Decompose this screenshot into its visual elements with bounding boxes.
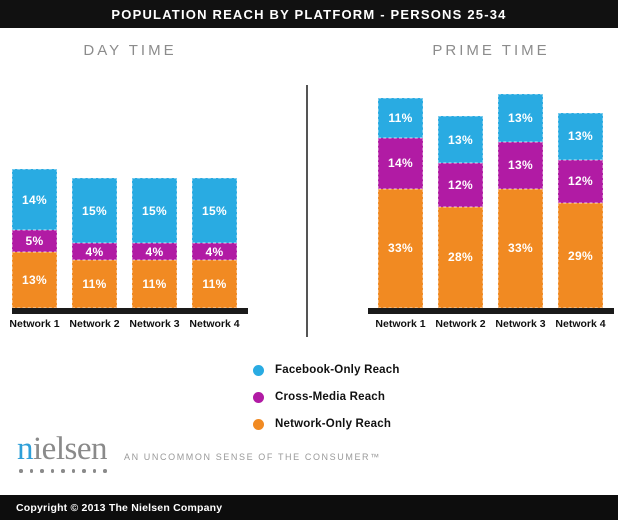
bar-segment-cross_magenta: 5%	[12, 230, 57, 252]
bar-segment-network_orange: 11%	[72, 260, 117, 308]
prime-time-baseline	[368, 308, 614, 314]
segment-value-label: 14%	[388, 156, 413, 171]
bar-segment-facebook_blue: 15%	[132, 178, 177, 244]
segment-value-label: 11%	[202, 277, 227, 292]
segment-value-label: 13%	[508, 158, 533, 173]
segment-value-label: 12%	[568, 174, 593, 189]
stacked-bar-network-4: 13% 12% 29%	[558, 112, 603, 308]
bar-segment-network_orange: 33%	[378, 188, 423, 308]
bar-segment-network_orange: 11%	[132, 260, 177, 308]
category-label: Network 3	[129, 318, 180, 330]
category-label: Network 1	[375, 318, 426, 330]
segment-value-label: 4%	[205, 244, 224, 259]
category-label: Network 2	[435, 318, 486, 330]
nielsen-logo: nielsen	[17, 433, 107, 473]
bar-segment-facebook_blue: 14%	[12, 169, 57, 231]
legend-color-dot-icon	[253, 391, 264, 403]
segment-value-label: 33%	[508, 241, 533, 256]
stacked-bar-network-3: 15% 4% 11%	[132, 178, 177, 308]
day-time-chart: DAY TIME 14% 5% 13% 15% 4% 11% 15% 4% 11% 15% 4% 11…	[9, 0, 248, 340]
segment-value-label: 5%	[25, 233, 44, 248]
bar-segment-cross_magenta: 12%	[558, 159, 603, 204]
segment-value-label: 13%	[568, 129, 593, 144]
segment-value-label: 4%	[85, 244, 104, 259]
bar-segment-facebook_blue: 15%	[72, 178, 117, 244]
segment-value-label: 4%	[145, 244, 164, 259]
legend-color-dot-icon	[253, 364, 264, 376]
day-time-baseline	[12, 308, 248, 314]
segment-value-label: 28%	[448, 250, 473, 265]
tagline: AN UNCOMMON SENSE OF THE CONSUMER™	[124, 452, 381, 462]
day-time-bars: 14% 5% 13% 15% 4% 11% 15% 4% 11% 15% 4% 11%	[12, 0, 237, 308]
segment-value-label: 11%	[82, 277, 107, 292]
title-bar: POPULATION REACH BY PLATFORM - PERSONS 2…	[0, 0, 618, 28]
bar-segment-cross_magenta: 12%	[438, 163, 483, 207]
bar-segment-facebook_blue: 15%	[192, 178, 237, 244]
prime-time-category-labels: Network 1 Network 2 Network 3 Network 4	[375, 318, 606, 330]
bar-segment-network_orange: 33%	[498, 188, 543, 308]
page-title: POPULATION REACH BY PLATFORM - PERSONS 2…	[111, 6, 507, 22]
legend-label: Facebook-Only Reach	[275, 364, 400, 376]
segment-value-label: 15%	[82, 203, 107, 218]
bar-segment-cross_magenta: 4%	[192, 243, 237, 261]
copyright-text: Copyright © 2013 The Nielsen Company	[16, 501, 223, 514]
chart-divider	[306, 85, 308, 337]
category-label: Network 3	[495, 318, 546, 330]
prime-time-bars: 11% 14% 33% 13% 12% 28% 13% 13% 33% 13% 12% 29%	[378, 0, 603, 308]
stacked-bar-network-4: 15% 4% 11%	[192, 178, 237, 308]
category-label: Network 2	[69, 318, 120, 330]
category-label: Network 4	[189, 318, 240, 330]
segment-value-label: 29%	[568, 248, 593, 263]
legend-item-cross-media-reach: Cross-Media Reach	[253, 391, 400, 403]
bar-segment-cross_magenta: 13%	[498, 141, 543, 189]
segment-value-label: 15%	[202, 203, 227, 218]
bar-segment-cross_magenta: 4%	[132, 243, 177, 261]
bar-segment-network_orange: 29%	[558, 203, 603, 308]
segment-value-label: 13%	[508, 110, 533, 125]
category-label: Network 4	[555, 318, 606, 330]
legend-item-facebook-only-reach: Facebook-Only Reach	[253, 364, 400, 376]
legend-color-dot-icon	[253, 418, 264, 430]
legend: Facebook-Only Reach Cross-Media Reach Ne…	[253, 364, 400, 445]
bar-segment-cross_magenta: 14%	[378, 137, 423, 189]
logo-first-letter: n	[17, 431, 34, 467]
stacked-bar-network-2: 13% 12% 28%	[438, 116, 483, 308]
bar-segment-facebook_blue: 13%	[558, 112, 603, 160]
segment-value-label: 11%	[142, 277, 167, 292]
day-time-title: DAY TIME	[83, 42, 177, 59]
segment-value-label: 15%	[142, 203, 167, 218]
stacked-bar-network-2: 15% 4% 11%	[72, 178, 117, 308]
bar-segment-network_orange: 11%	[192, 260, 237, 308]
copyright-bar: Copyright © 2013 The Nielsen Company	[0, 495, 618, 520]
prime-time-title: PRIME TIME	[432, 42, 550, 59]
legend-label: Cross-Media Reach	[275, 391, 386, 403]
day-time-category-labels: Network 1 Network 2 Network 3 Network 4	[9, 318, 240, 330]
logo-rest-letters: ielsen	[33, 431, 107, 467]
segment-value-label: 12%	[448, 177, 473, 192]
category-label: Network 1	[9, 318, 60, 330]
stacked-bar-network-1: 11% 14% 33%	[378, 98, 423, 308]
stacked-bar-network-3: 13% 13% 33%	[498, 94, 543, 308]
bar-segment-cross_magenta: 4%	[72, 243, 117, 261]
segment-value-label: 11%	[388, 110, 413, 125]
bar-segment-facebook_blue: 11%	[378, 98, 423, 138]
bar-segment-facebook_blue: 13%	[438, 116, 483, 164]
segment-value-label: 13%	[22, 272, 47, 287]
logo-dots-icon	[19, 469, 107, 473]
segment-value-label: 33%	[388, 241, 413, 256]
prime-time-chart: PRIME TIME 11% 14% 33% 13% 12% 28% 13% 13% 33% 13…	[368, 0, 614, 340]
segment-value-label: 13%	[448, 132, 473, 147]
bar-segment-facebook_blue: 13%	[498, 94, 543, 142]
bar-segment-network_orange: 13%	[12, 251, 57, 308]
segment-value-label: 14%	[22, 192, 47, 207]
legend-label: Network-Only Reach	[275, 418, 392, 430]
nielsen-wordmark: nielsen	[17, 433, 107, 466]
legend-item-network-only-reach: Network-Only Reach	[253, 418, 400, 430]
bar-segment-network_orange: 28%	[438, 206, 483, 308]
stacked-bar-network-1: 14% 5% 13%	[12, 169, 57, 308]
